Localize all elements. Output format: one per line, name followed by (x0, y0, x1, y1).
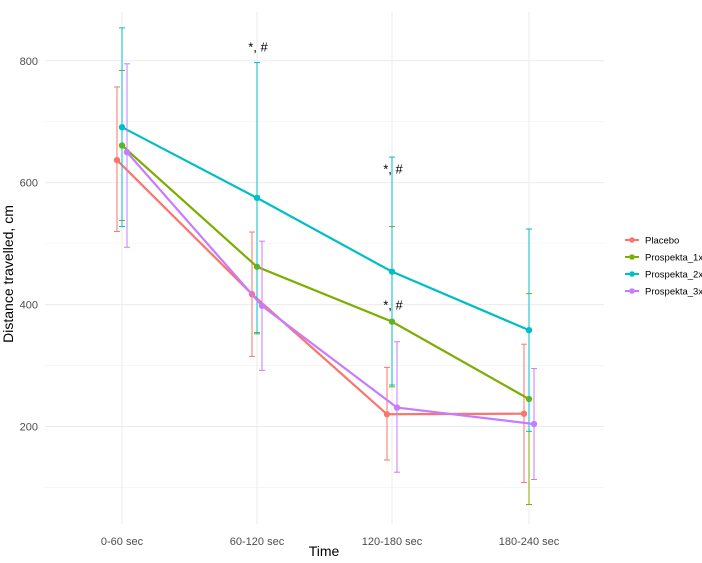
x-axis-title: Time (309, 543, 340, 559)
data-point (530, 420, 538, 428)
series-line (121, 126, 530, 332)
x-tick-label: 60-120 sec (230, 536, 285, 548)
annotation-group: *, # *, # *, # (248, 40, 403, 313)
data-point (520, 410, 528, 417)
y-tick-label: 400 (20, 300, 38, 312)
legend: Placebo Prospekta_1x Prospekta_2x Prospekta… (625, 236, 702, 298)
y-axis-title: Distance travelled, cm (0, 205, 16, 343)
significance-annotation: *, # (383, 162, 403, 177)
data-point (118, 124, 126, 131)
x-tick-label: 180-240 sec (499, 536, 560, 548)
y-tick-label: 600 (20, 178, 38, 190)
data-point (258, 302, 266, 309)
data-point (525, 326, 533, 334)
series-line (126, 151, 535, 426)
data-point (383, 411, 391, 418)
legend-label: Prospekta_1x (645, 253, 702, 264)
series-group (113, 27, 538, 505)
data-point (393, 404, 401, 411)
data-point (123, 148, 131, 156)
y-axis-ticks: 200 400 600 800 (20, 56, 38, 434)
series-line (121, 144, 530, 401)
y-tick-label: 800 (20, 56, 38, 68)
legend-label: Prospekta_3x (645, 287, 702, 298)
legend-key-point (629, 237, 635, 243)
x-axis-ticks: 0-60 sec 60-120 sec 120-180 sec 180-240 sec (101, 536, 560, 548)
legend-label: Placebo (645, 236, 679, 247)
legend-key-point (629, 271, 635, 277)
series-prospekta-2x (118, 27, 533, 432)
data-point (113, 156, 121, 164)
significance-annotation: *, # (248, 40, 268, 55)
significance-annotation: *, # (383, 297, 403, 312)
legend-key-point (629, 254, 635, 260)
y-tick-label: 200 (20, 421, 38, 433)
x-tick-label: 120-180 sec (362, 536, 423, 548)
series-prospekta-3x (123, 63, 538, 481)
legend-label: Prospekta_2x (645, 270, 702, 281)
data-point (388, 268, 396, 275)
legend-key-point (629, 288, 635, 294)
data-point (253, 194, 261, 202)
x-tick-label: 0-60 sec (101, 536, 144, 548)
